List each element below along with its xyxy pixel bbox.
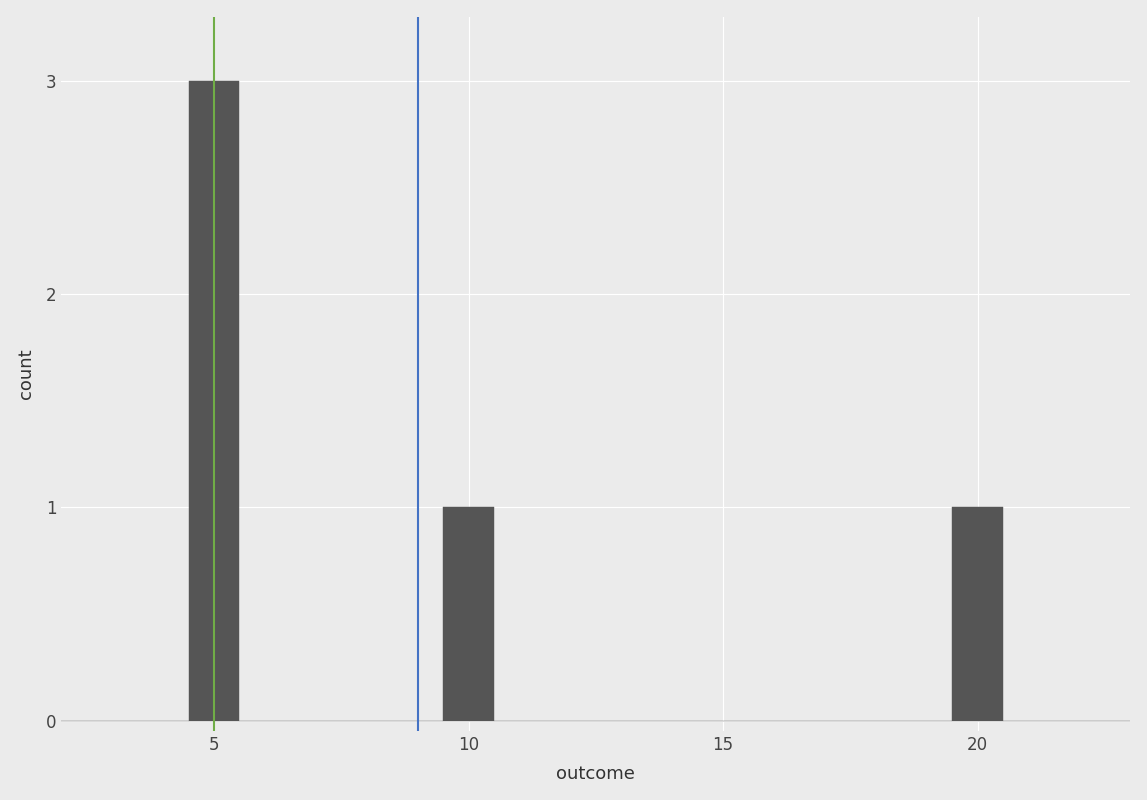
Bar bbox=[188, 81, 240, 721]
Bar bbox=[443, 507, 494, 721]
Bar bbox=[952, 507, 1004, 721]
Y-axis label: count: count bbox=[17, 349, 34, 399]
X-axis label: outcome: outcome bbox=[556, 766, 635, 783]
